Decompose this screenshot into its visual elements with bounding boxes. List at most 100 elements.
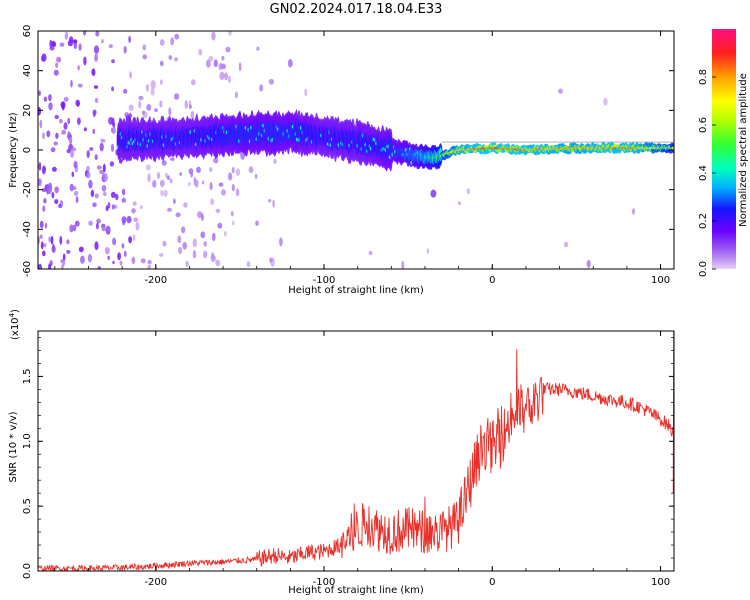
- noise-blob: [182, 242, 188, 250]
- noise-blob: [77, 117, 81, 125]
- noise-blob: [55, 132, 59, 139]
- noise-blob: [201, 213, 204, 222]
- y-tick-label: 1.0: [22, 433, 33, 449]
- noise-blob: [70, 79, 73, 88]
- noise-blob: [48, 263, 52, 269]
- noise-blob: [93, 85, 99, 89]
- noise-blob: [92, 128, 96, 134]
- noise-blob: [61, 264, 64, 269]
- noise-blob: [272, 199, 275, 208]
- noise-blob: [128, 104, 134, 111]
- noise-blob: [92, 109, 97, 115]
- noise-blob: [235, 168, 241, 176]
- snr-multiplier-base: (x10: [10, 317, 21, 340]
- noise-blob: [121, 197, 127, 203]
- noise-blob: [60, 101, 66, 109]
- noise-blob: [43, 243, 47, 248]
- snr-series-line: [38, 331, 674, 571]
- noise-blob: [159, 253, 164, 257]
- noise-blob: [220, 63, 226, 70]
- noise-blob: [110, 143, 115, 152]
- noise-blob: [121, 188, 126, 196]
- noise-blob: [75, 196, 79, 204]
- noise-blob: [105, 225, 111, 235]
- noise-blob: [174, 33, 180, 40]
- x-tick-label: 100: [651, 577, 670, 588]
- noise-blob: [63, 96, 69, 102]
- noise-blob: [49, 39, 53, 48]
- noise-blob: [72, 39, 78, 44]
- noise-blob: [61, 129, 67, 135]
- noise-blob: [104, 247, 110, 255]
- noise-blob: [101, 226, 107, 232]
- noise-blob: [259, 84, 264, 92]
- noise-blob: [212, 232, 216, 242]
- noise-blob: [218, 182, 224, 187]
- noise-blob: [194, 179, 199, 188]
- noise-blob: [38, 263, 42, 269]
- noise-blob: [123, 88, 128, 94]
- noise-blob: [210, 198, 215, 206]
- noise-blob: [192, 250, 197, 259]
- noise-blob: [145, 164, 151, 171]
- x-tick-label: -200: [144, 275, 167, 286]
- noise-blob: [173, 57, 179, 62]
- noise-blob: [304, 88, 308, 97]
- noise-blob: [66, 239, 70, 245]
- noise-blob: [173, 198, 176, 204]
- noise-blob: [43, 198, 47, 204]
- noise-blob: [105, 205, 109, 212]
- noise-blob: [160, 60, 164, 67]
- noise-blob: [97, 266, 102, 269]
- noise-blob: [167, 207, 172, 212]
- noise-blob: [50, 235, 54, 245]
- noise-blob: [91, 68, 96, 76]
- noise-blob: [54, 114, 59, 120]
- noise-blob: [96, 222, 99, 230]
- noise-blob: [123, 46, 127, 54]
- noise-blob: [66, 250, 71, 254]
- y-tick-label: 20: [22, 104, 33, 117]
- noise-blob: [58, 203, 62, 209]
- noise-blob: [187, 182, 191, 187]
- noise-blob: [101, 184, 107, 192]
- noise-blob: [53, 69, 59, 76]
- noise-blob: [160, 189, 164, 197]
- noise-blob: [56, 56, 62, 63]
- noise-blob: [138, 100, 142, 109]
- noise-blob: [159, 100, 163, 108]
- noise-blob: [198, 48, 203, 56]
- noise-blob: [48, 236, 51, 243]
- x-tick-label: 100: [651, 275, 670, 286]
- noise-blob: [99, 169, 104, 174]
- noise-blob: [188, 104, 192, 110]
- noise-blob: [112, 260, 115, 265]
- noise-blob: [90, 189, 95, 197]
- noise-blob: [131, 256, 136, 265]
- noise-blob: [71, 171, 75, 178]
- noise-blob: [227, 31, 232, 36]
- noise-blob: [133, 217, 139, 222]
- noise-blob: [145, 84, 149, 92]
- noise-blob: [227, 75, 232, 83]
- noise-blob: [238, 62, 242, 72]
- noise-blob: [77, 65, 80, 71]
- noise-blob: [63, 122, 68, 130]
- noise-blob: [132, 201, 137, 206]
- noise-blob: [44, 222, 48, 229]
- noise-blob: [273, 158, 277, 164]
- y-tick-label: -20: [22, 181, 33, 197]
- noise-blob: [75, 99, 80, 107]
- y-tick-label: 1.5: [22, 368, 33, 384]
- noise-blob: [40, 241, 44, 250]
- noise-blob: [190, 79, 196, 86]
- snr-ticks: -200 -100 0 100 0.0 0.5 1.0 1.5: [22, 331, 674, 588]
- noise-blob: [87, 172, 91, 179]
- noise-blob: [224, 72, 228, 81]
- noise-blob: [135, 221, 140, 231]
- noise-blob: [69, 183, 74, 192]
- noise-blob: [52, 243, 55, 253]
- noise-blob: [174, 93, 180, 100]
- noise-blob: [38, 178, 42, 187]
